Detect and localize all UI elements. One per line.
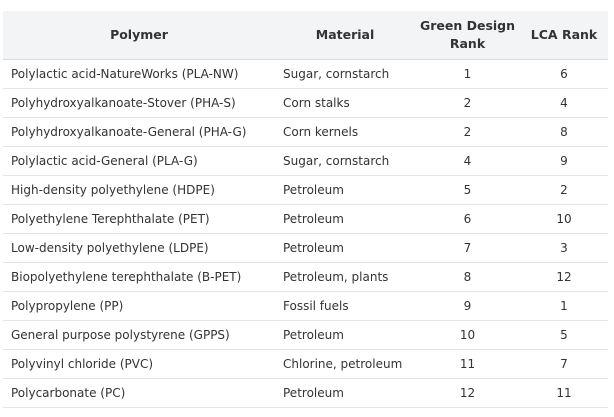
header-green-design-rank: Green Design Rank xyxy=(415,11,520,60)
table-row: General purpose polystyrene (GPPS) Petrol… xyxy=(3,320,608,350)
cell-lca-rank: 9 xyxy=(520,146,608,176)
cell-material: Fossil fuels xyxy=(275,291,415,321)
cell-green-design-rank: 4 xyxy=(415,146,520,176)
cell-polymer: Polylactic acid-NatureWorks (PLA-NW) xyxy=(3,59,275,89)
header-lca-rank: LCA Rank xyxy=(520,11,608,60)
cell-material: Petroleum xyxy=(275,320,415,350)
table-row: Biopolyethylene terephthalate (B-PET) Pet… xyxy=(3,262,608,292)
cell-material: Chlorine, petroleum xyxy=(275,349,415,379)
table-row: Polylactic acid-General (PLA-G) Sugar, co… xyxy=(3,146,608,176)
cell-lca-rank: 10 xyxy=(520,204,608,234)
cell-polymer: Polyethylene Terephthalate (PET) xyxy=(3,204,275,234)
cell-polymer: Polylactic acid-General (PLA-G) xyxy=(3,146,275,176)
cell-polymer: General purpose polystyrene (GPPS) xyxy=(3,320,275,350)
cell-material: Petroleum xyxy=(275,175,415,205)
table-row: High-density polyethylene (HDPE) Petroleu… xyxy=(3,175,608,205)
cell-lca-rank: 7 xyxy=(520,349,608,379)
cell-green-design-rank: 11 xyxy=(415,349,520,379)
cell-material: Petroleum, plants xyxy=(275,262,415,292)
cell-green-design-rank: 9 xyxy=(415,291,520,321)
cell-lca-rank: 1 xyxy=(520,291,608,321)
cell-green-design-rank: 1 xyxy=(415,59,520,89)
cell-material: Petroleum xyxy=(275,233,415,263)
cell-lca-rank: 3 xyxy=(520,233,608,263)
cell-polymer: Biopolyethylene terephthalate (B-PET) xyxy=(3,262,275,292)
cell-polymer: Low-density polyethylene (LDPE) xyxy=(3,233,275,263)
table-row: Polylactic acid-NatureWorks (PLA-NW) Suga… xyxy=(3,59,608,89)
cell-green-design-rank: 2 xyxy=(415,88,520,118)
header-row: Polymer Material Green Design Rank LCA R… xyxy=(3,11,608,60)
cell-material: Sugar, cornstarch xyxy=(275,146,415,176)
cell-green-design-rank: 2 xyxy=(415,117,520,147)
cell-green-design-rank: 5 xyxy=(415,175,520,205)
polymer-ranking-table: Polymer Material Green Design Rank LCA R… xyxy=(3,11,608,408)
cell-green-design-rank: 10 xyxy=(415,320,520,350)
header-material: Material xyxy=(275,11,415,60)
cell-green-design-rank: 6 xyxy=(415,204,520,234)
header-polymer: Polymer xyxy=(3,11,275,60)
header-green-design-rank-line1: Green Design xyxy=(419,17,516,33)
cell-lca-rank: 8 xyxy=(520,117,608,147)
cell-lca-rank: 5 xyxy=(520,320,608,350)
cell-material: Sugar, cornstarch xyxy=(275,59,415,89)
table-row: Polyhydroxyalkanoate-General (PHA-G) Corn… xyxy=(3,117,608,147)
cell-material: Corn kernels xyxy=(275,117,415,147)
cell-material: Corn stalks xyxy=(275,88,415,118)
cell-lca-rank: 2 xyxy=(520,175,608,205)
cell-lca-rank: 12 xyxy=(520,262,608,292)
table-row: Polyhydroxyalkanoate-Stover (PHA-S) Corn … xyxy=(3,88,608,118)
cell-lca-rank: 11 xyxy=(520,378,608,408)
table-row: Polypropylene (PP) Fossil fuels 9 1 xyxy=(3,291,608,321)
cell-polymer: Polycarbonate (PC) xyxy=(3,378,275,408)
table-body: Polylactic acid-NatureWorks (PLA-NW) Suga… xyxy=(3,59,608,408)
table-row: Low-density polyethylene (LDPE) Petroleum… xyxy=(3,233,608,263)
header-green-design-rank-line2: Rank xyxy=(449,35,486,51)
cell-green-design-rank: 7 xyxy=(415,233,520,263)
cell-lca-rank: 6 xyxy=(520,59,608,89)
cell-polymer: Polypropylene (PP) xyxy=(3,291,275,321)
table-row: Polyethylene Terephthalate (PET) Petroleu… xyxy=(3,204,608,234)
table-header: Polymer Material Green Design Rank LCA R… xyxy=(3,11,608,60)
cell-polymer: Polyhydroxyalkanoate-Stover (PHA-S) xyxy=(3,88,275,118)
cell-polymer: High-density polyethylene (HDPE) xyxy=(3,175,275,205)
table-row: Polycarbonate (PC) Petroleum 12 11 xyxy=(3,378,608,408)
cell-polymer: Polyvinyl chloride (PVC) xyxy=(3,349,275,379)
cell-green-design-rank: 8 xyxy=(415,262,520,292)
polymer-ranking-table-container: Polymer Material Green Design Rank LCA R… xyxy=(3,11,608,408)
cell-material: Petroleum xyxy=(275,204,415,234)
cell-material: Petroleum xyxy=(275,378,415,408)
table-row: Polyvinyl chloride (PVC) Chlorine, petrol… xyxy=(3,349,608,379)
cell-polymer: Polyhydroxyalkanoate-General (PHA-G) xyxy=(3,117,275,147)
cell-green-design-rank: 12 xyxy=(415,378,520,408)
cell-lca-rank: 4 xyxy=(520,88,608,118)
